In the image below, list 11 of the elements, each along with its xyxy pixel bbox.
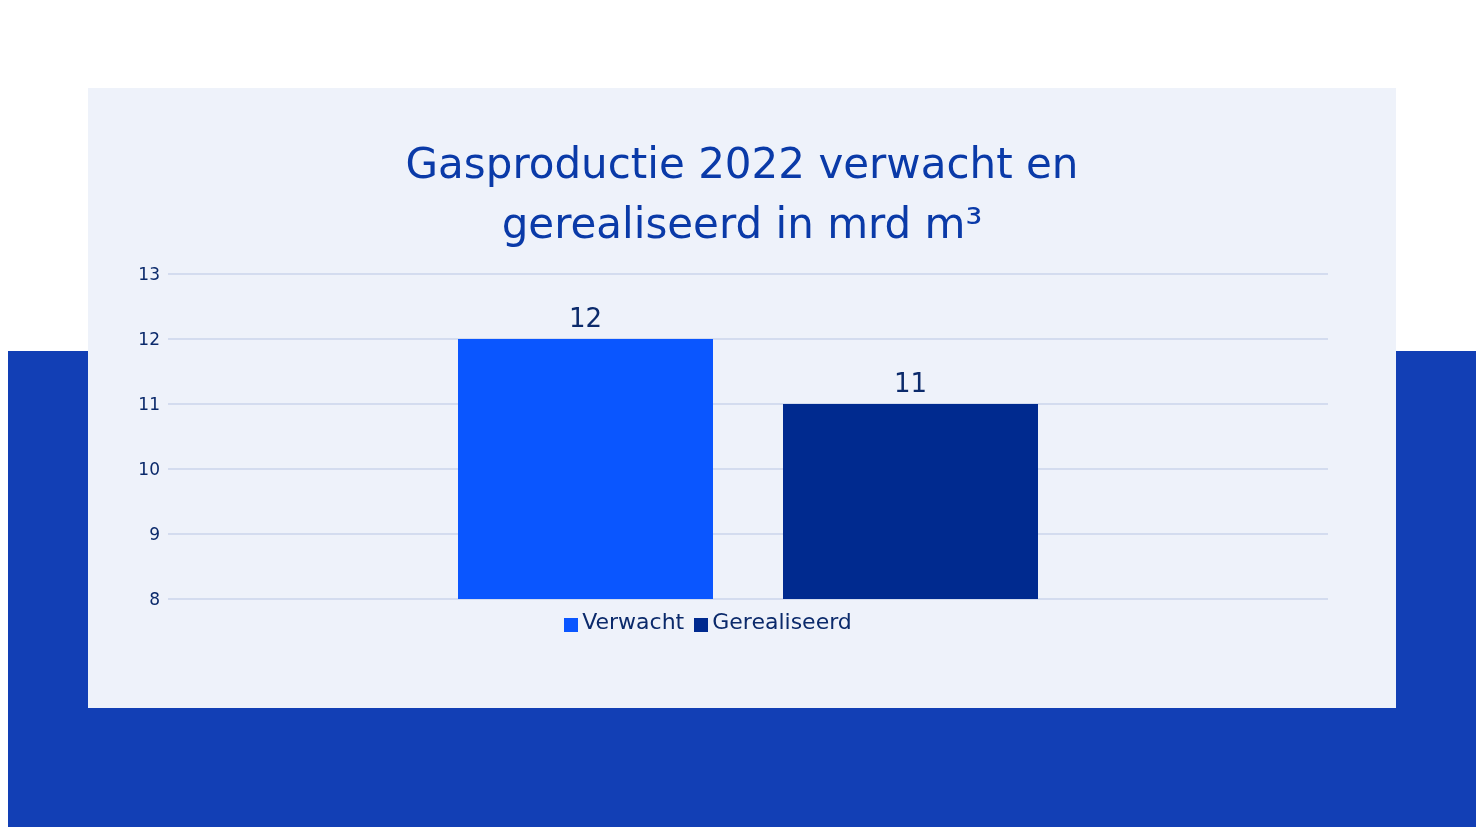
legend-label: Gerealiseerd — [712, 609, 852, 634]
data-label: 11 — [893, 368, 928, 398]
y-tick-label: 13 — [138, 264, 160, 285]
y-tick-label: 10 — [138, 459, 160, 480]
legend-label: Verwacht — [582, 609, 685, 634]
data-label: 12 — [568, 303, 603, 333]
y-tick-label: 12 — [138, 329, 160, 350]
y-tick-label: 8 — [149, 589, 160, 610]
y-tick-label: 11 — [138, 394, 160, 415]
chart-title: Gasproductie 2022 verwacht en gerealiseerd in mrd m³ — [404, 138, 1080, 250]
y-tick-label: 9 — [149, 524, 160, 545]
